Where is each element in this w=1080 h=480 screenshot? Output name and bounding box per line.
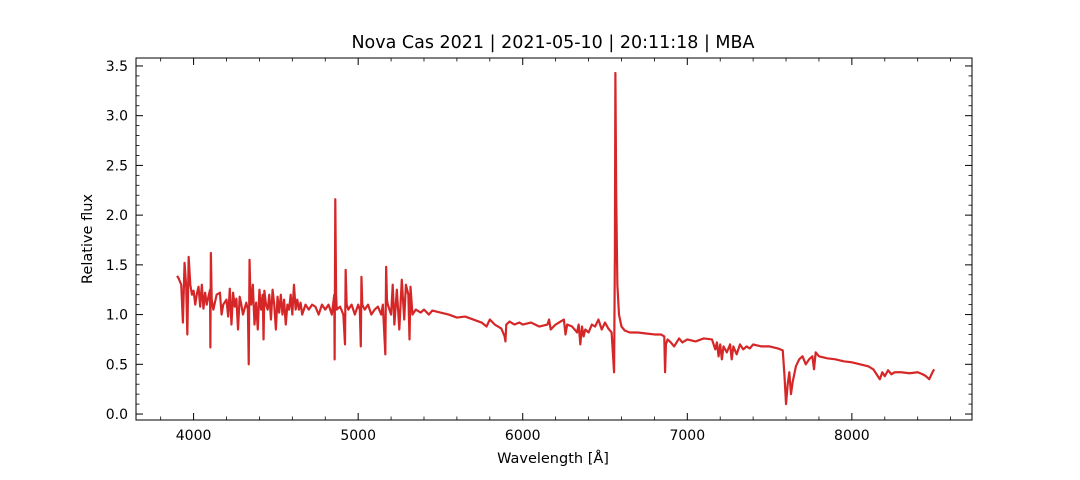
x-axis-label: Wavelength [Å] [497, 450, 609, 467]
x-tick-label: 4000 [176, 428, 212, 444]
chart-title: Nova Cas 2021 | 2021-05-10 | 20:11:18 | … [351, 33, 754, 53]
y-tick-label: 3.5 [106, 59, 128, 75]
y-tick-label: 1.5 [106, 258, 128, 274]
plot-area: 4000 5000 6000 7000 8000 0.0 0.5 1.0 1.5 2.0 2.5 3.… [106, 57, 973, 444]
y-tick-label: 0.0 [106, 407, 128, 423]
spectrum-line-0 [176, 71, 936, 406]
y-tick-label: 2.5 [106, 158, 128, 174]
x-tick-label: 5000 [340, 428, 376, 444]
x-tick-label: 7000 [669, 428, 705, 444]
axes-frame [135, 57, 973, 421]
x-tick-label: 6000 [505, 428, 541, 444]
y-tick-label: 1.0 [106, 308, 128, 324]
y-tick-label: 3.0 [106, 109, 128, 125]
x-tick-label: 8000 [834, 428, 870, 444]
y-tick-label: 0.5 [106, 357, 128, 373]
y-tick-label: 2.0 [106, 208, 128, 224]
y-axis-label: Relative flux [80, 194, 96, 284]
